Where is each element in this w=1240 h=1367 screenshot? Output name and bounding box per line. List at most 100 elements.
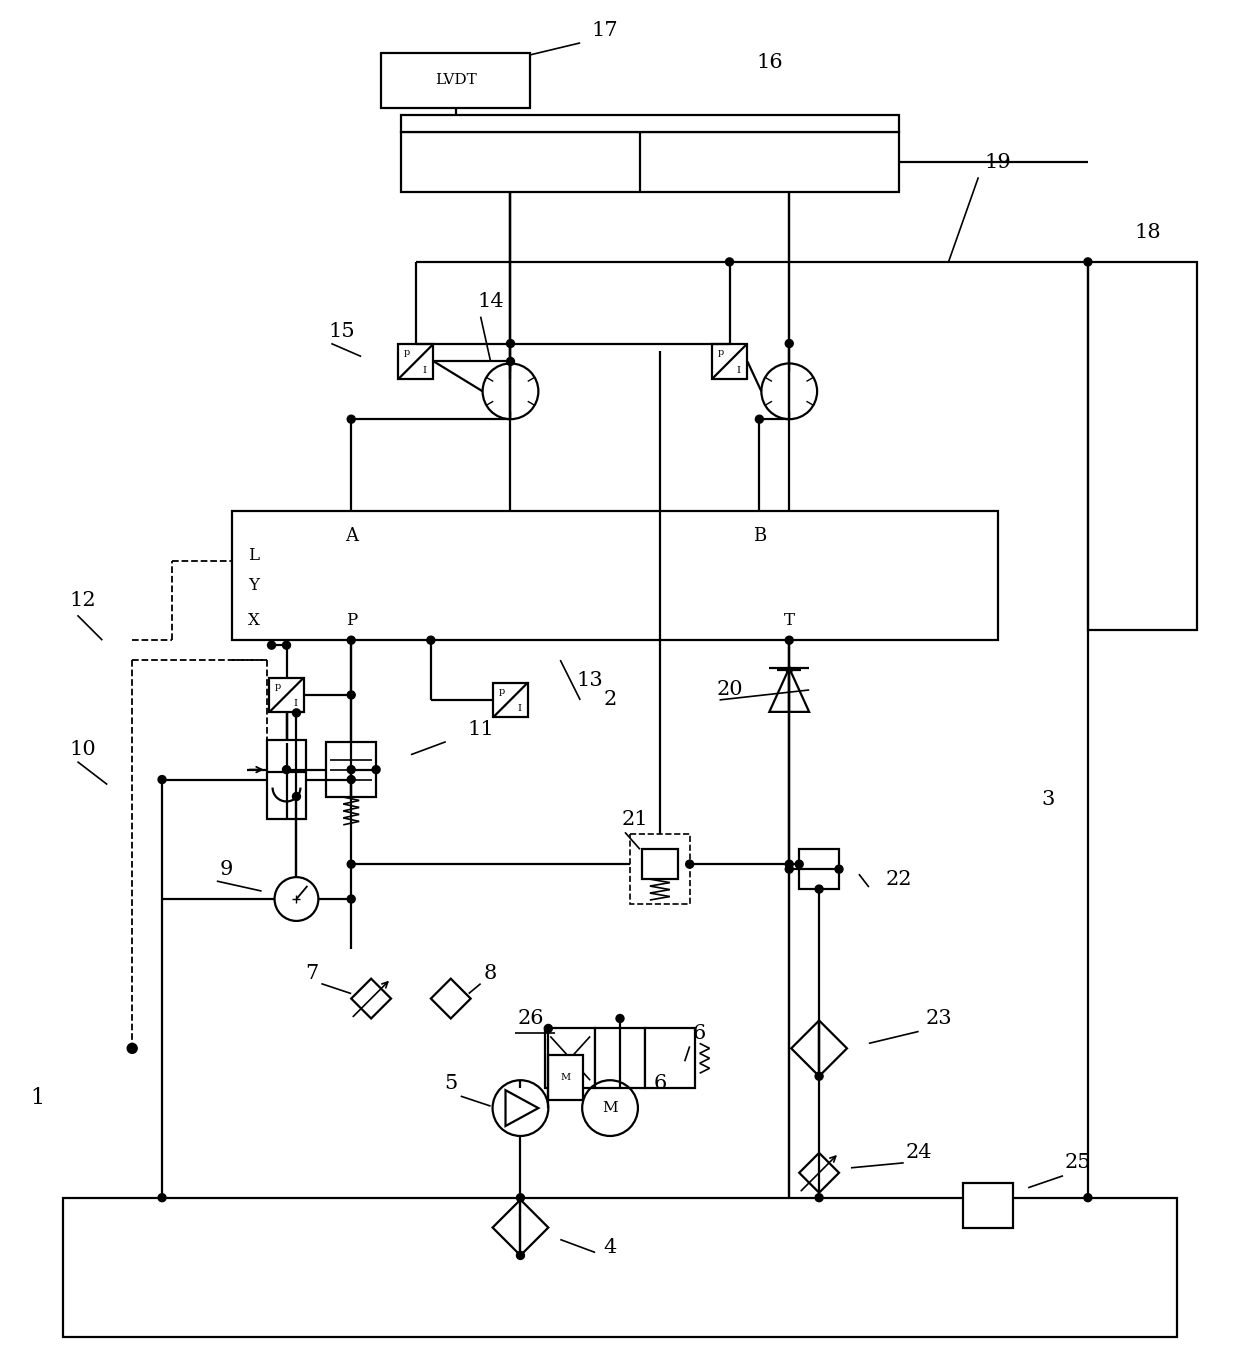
Bar: [401, 133, 899, 193]
Circle shape: [293, 709, 300, 716]
Circle shape: [372, 766, 381, 774]
Text: 17: 17: [591, 22, 619, 41]
Bar: [642, 849, 678, 879]
Circle shape: [544, 1024, 552, 1032]
Circle shape: [347, 775, 355, 783]
Text: 6: 6: [693, 1024, 707, 1043]
Text: B: B: [753, 526, 766, 544]
Text: 23: 23: [925, 1009, 952, 1028]
Text: 21: 21: [621, 809, 649, 828]
Text: I: I: [293, 699, 298, 708]
Circle shape: [686, 860, 693, 868]
Circle shape: [785, 339, 794, 347]
Circle shape: [725, 258, 734, 265]
Circle shape: [506, 339, 515, 347]
Text: 7: 7: [305, 964, 317, 983]
Bar: [232, 511, 998, 640]
Circle shape: [283, 766, 290, 774]
Circle shape: [785, 865, 794, 874]
Text: 15: 15: [327, 323, 355, 342]
Text: p: p: [275, 682, 281, 690]
Circle shape: [815, 884, 823, 893]
Text: 2: 2: [604, 690, 616, 709]
Text: p: p: [404, 349, 410, 357]
Circle shape: [517, 1193, 525, 1202]
Text: 1: 1: [31, 1087, 45, 1109]
Text: 25: 25: [1065, 1154, 1091, 1173]
Bar: [269, 678, 304, 712]
Circle shape: [1084, 1193, 1092, 1202]
Text: P: P: [346, 612, 357, 629]
Text: 19: 19: [985, 153, 1012, 172]
Text: 8: 8: [484, 964, 497, 983]
Bar: [267, 740, 306, 819]
Circle shape: [157, 1193, 166, 1202]
Bar: [548, 1055, 583, 1100]
Circle shape: [815, 1193, 823, 1202]
Circle shape: [293, 793, 300, 801]
Text: p: p: [498, 686, 505, 696]
Bar: [963, 1182, 1013, 1228]
Circle shape: [616, 1014, 624, 1023]
Bar: [800, 849, 839, 889]
Circle shape: [1084, 258, 1092, 265]
Text: 6: 6: [653, 1073, 666, 1092]
Bar: [62, 1197, 1178, 1337]
Circle shape: [347, 766, 355, 774]
Bar: [381, 53, 531, 108]
Text: 24: 24: [905, 1143, 932, 1162]
Text: 3: 3: [1042, 790, 1055, 809]
Circle shape: [347, 690, 355, 699]
Bar: [398, 344, 433, 379]
Text: 13: 13: [577, 671, 604, 689]
Text: 20: 20: [717, 681, 743, 700]
Bar: [1087, 262, 1198, 630]
Bar: [630, 834, 689, 904]
Text: M: M: [560, 1073, 570, 1081]
Text: T: T: [784, 612, 795, 629]
Text: p: p: [718, 349, 724, 357]
Circle shape: [427, 636, 435, 644]
Text: I: I: [737, 365, 740, 375]
Circle shape: [157, 775, 166, 783]
Bar: [712, 344, 746, 379]
Text: 16: 16: [756, 53, 782, 72]
Circle shape: [517, 1251, 525, 1259]
Text: 14: 14: [477, 293, 503, 312]
Text: X: X: [248, 612, 259, 629]
Text: 12: 12: [69, 591, 95, 610]
Text: LVDT: LVDT: [435, 74, 476, 87]
Text: 4: 4: [604, 1239, 616, 1258]
Circle shape: [347, 860, 355, 868]
Text: 26: 26: [517, 1009, 543, 1028]
Text: I: I: [423, 365, 427, 375]
Text: 22: 22: [885, 869, 911, 889]
Text: 9: 9: [219, 860, 233, 879]
Circle shape: [347, 895, 355, 904]
Circle shape: [815, 1072, 823, 1080]
Circle shape: [506, 357, 515, 365]
Bar: [494, 682, 528, 718]
Text: L: L: [248, 547, 259, 565]
Circle shape: [755, 416, 764, 424]
Text: 18: 18: [1135, 223, 1161, 242]
Bar: [401, 115, 899, 133]
Circle shape: [785, 860, 794, 868]
Bar: [326, 742, 376, 797]
Circle shape: [347, 416, 355, 424]
Text: 5: 5: [444, 1073, 458, 1092]
Bar: [595, 1028, 645, 1088]
Circle shape: [268, 641, 275, 649]
Text: M: M: [603, 1100, 618, 1115]
Text: 11: 11: [467, 720, 494, 740]
Circle shape: [785, 636, 794, 644]
Text: I: I: [517, 704, 521, 714]
Circle shape: [283, 641, 290, 649]
Bar: [645, 1028, 694, 1088]
Text: 10: 10: [69, 740, 95, 759]
Circle shape: [835, 865, 843, 874]
Text: A: A: [345, 526, 357, 544]
Circle shape: [786, 667, 792, 673]
Bar: [546, 1028, 595, 1088]
Circle shape: [128, 1043, 138, 1054]
